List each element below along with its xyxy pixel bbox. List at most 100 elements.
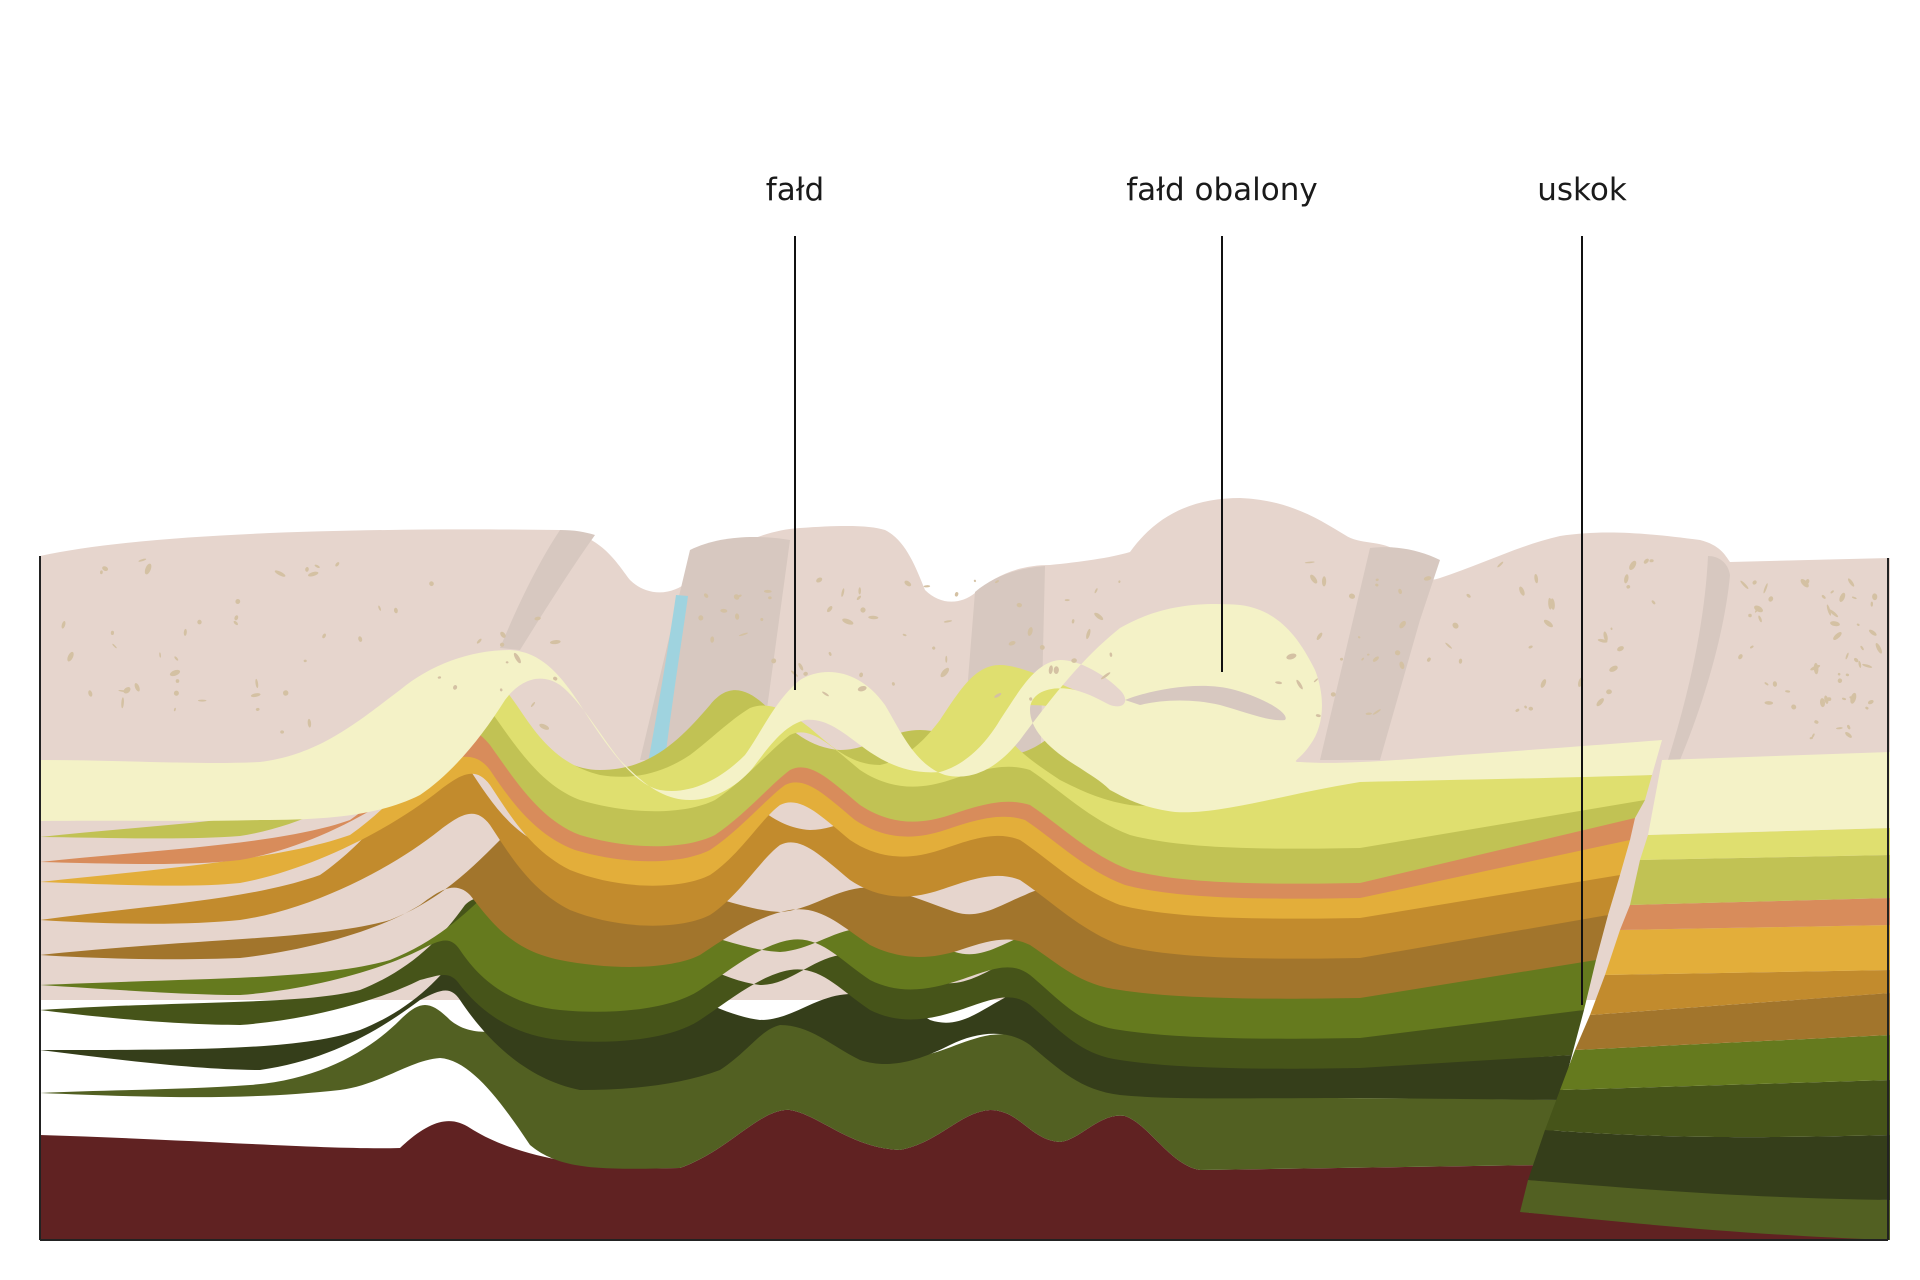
speckle [159, 652, 161, 658]
speckle [499, 642, 505, 647]
speckle [1528, 645, 1533, 649]
fault-block-green [1560, 1035, 1890, 1090]
speckle [1858, 660, 1862, 668]
speckle [954, 592, 959, 597]
stratum-cream [40, 604, 1662, 821]
speckle [1839, 592, 1846, 602]
speckle [1629, 560, 1637, 571]
speckle [505, 661, 509, 664]
speckle [1109, 652, 1113, 657]
overturned-fold-label: fałd obalony [1126, 172, 1317, 208]
speckle [1519, 586, 1525, 596]
speckle [1445, 642, 1452, 649]
speckle [1841, 697, 1847, 701]
speckle [393, 607, 398, 614]
speckle [1296, 679, 1303, 690]
speckle [1849, 696, 1854, 700]
speckle [1372, 709, 1381, 715]
speckle [1609, 665, 1618, 672]
speckle [1748, 613, 1752, 618]
speckle [1830, 590, 1834, 594]
speckle [1617, 646, 1624, 652]
speckle [1375, 583, 1379, 587]
speckle [1053, 666, 1059, 674]
speckle [1819, 698, 1826, 708]
fold-label: fałd [766, 172, 824, 208]
speckle [1763, 583, 1768, 594]
stratum-brown-ochre [40, 837, 1608, 999]
speckle [1870, 601, 1874, 607]
surface-speckles [61, 558, 1882, 740]
speckle [768, 596, 772, 600]
speckle [121, 697, 124, 709]
speckle [499, 688, 503, 692]
speckle [169, 669, 181, 677]
speckle [1800, 578, 1809, 588]
speckle [1458, 658, 1463, 664]
stratum-green [40, 877, 1596, 1039]
speckle [1833, 631, 1842, 641]
fault-block-brown-ochre [1575, 993, 1890, 1050]
speckle [335, 562, 340, 567]
speckle [549, 640, 561, 645]
speckle [1399, 661, 1405, 670]
speckle [1304, 561, 1315, 564]
speckle [868, 615, 879, 620]
speckle [734, 613, 740, 620]
speckle [1048, 665, 1053, 675]
speckle [1039, 644, 1045, 650]
speckle [138, 558, 147, 562]
speckle [973, 579, 977, 583]
speckle [1872, 593, 1878, 601]
speckle [1094, 612, 1104, 621]
speckle [1738, 654, 1743, 660]
speckle [110, 630, 115, 635]
speckle [828, 651, 832, 656]
speckle [1847, 724, 1851, 730]
speckle [429, 581, 434, 587]
speckle [1758, 615, 1762, 623]
speckle [1610, 627, 1613, 631]
speckle [1528, 706, 1534, 711]
speckle [1497, 561, 1504, 568]
speckle [314, 564, 320, 569]
speckle [1540, 679, 1547, 688]
speckle [1847, 578, 1855, 587]
speckle [763, 589, 772, 593]
speckle [61, 621, 66, 629]
speckle [500, 631, 506, 638]
speckle [99, 570, 103, 575]
speckle [1764, 701, 1774, 705]
speckle [539, 723, 550, 730]
speckle [1603, 631, 1608, 642]
speckle [1750, 645, 1754, 649]
speckle [945, 655, 948, 663]
speckle [513, 652, 521, 664]
fault-block-darkest-olive [1528, 1130, 1890, 1200]
speckle [943, 620, 953, 623]
speckle [1851, 596, 1857, 600]
speckle [1016, 602, 1022, 608]
speckle [857, 686, 867, 692]
speckle [1867, 699, 1874, 705]
speckle [233, 620, 238, 626]
speckle [1375, 578, 1379, 582]
speckle [1394, 650, 1401, 656]
speckle [1361, 657, 1364, 661]
speckle [255, 678, 259, 689]
speckle [1837, 672, 1841, 676]
speckle [307, 718, 312, 728]
speckle [891, 682, 895, 686]
speckle [173, 690, 179, 696]
speckle [1860, 645, 1864, 651]
speckle [1837, 678, 1843, 683]
fault-block-gold [1605, 925, 1890, 975]
speckle [1466, 593, 1471, 598]
speckle [144, 563, 152, 575]
speckle [1811, 733, 1815, 738]
speckle [841, 588, 845, 597]
speckle [102, 566, 109, 571]
speckle [1875, 643, 1882, 654]
speckle [1008, 641, 1016, 646]
